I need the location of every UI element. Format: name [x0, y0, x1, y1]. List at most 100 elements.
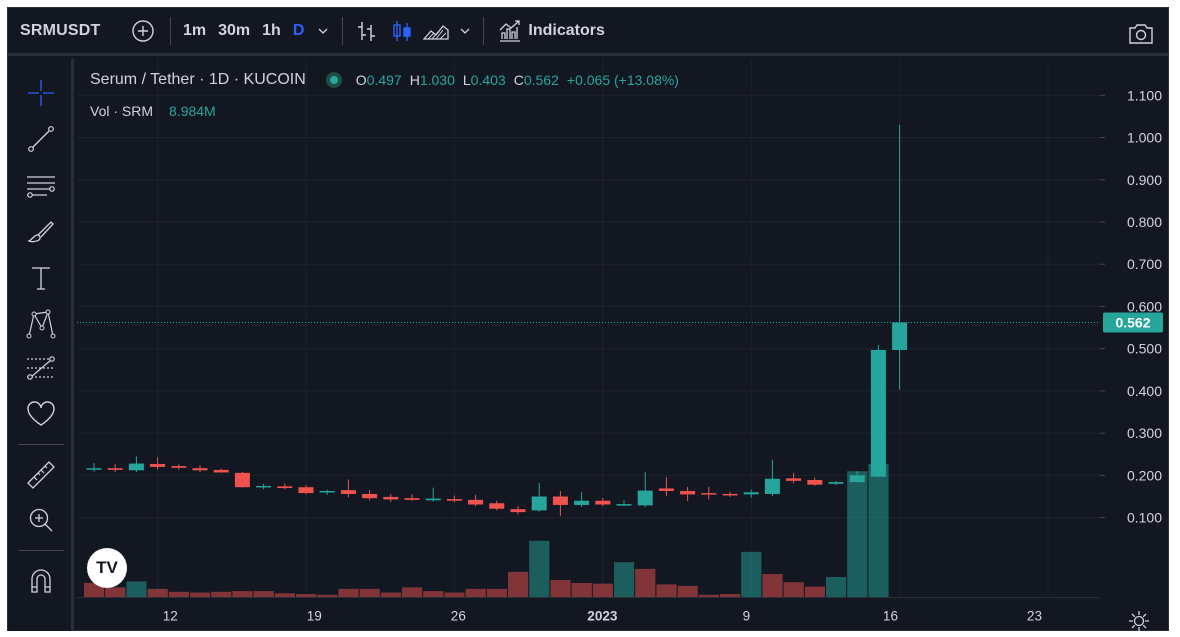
- timeframe-dropdown-button[interactable]: [310, 15, 336, 47]
- last-price-label: 0.562: [1115, 315, 1150, 331]
- candle: [340, 479, 356, 498]
- symbol-search-button[interactable]: SRMUSDT: [20, 21, 101, 39]
- candle: [213, 468, 229, 473]
- pattern-tool-button[interactable]: [21, 306, 61, 342]
- candle-body: [107, 468, 123, 470]
- area-chart-type-button[interactable]: [419, 15, 453, 47]
- chart-type-dropdown-button[interactable]: [453, 15, 477, 47]
- candle-body: [319, 491, 335, 493]
- sun-gear-icon: [1129, 611, 1149, 631]
- candle: [192, 465, 208, 473]
- candle: [234, 472, 250, 488]
- candle-body: [828, 482, 844, 484]
- volume-bar: [190, 592, 211, 597]
- candle-body: [722, 493, 738, 496]
- forecast-icon: [27, 356, 55, 380]
- screenshot-button[interactable]: [1126, 18, 1156, 50]
- price-axis[interactable]: 1.100 1.000 0.900 0.800 0.700 0.600 0.500 0.400…: [1100, 59, 1169, 597]
- candle-chart-type-button[interactable]: [385, 15, 419, 47]
- toolbar-divider: [483, 16, 485, 45]
- chart-settings-button[interactable]: [1128, 610, 1150, 637]
- candle: [786, 472, 802, 484]
- candle-body: [531, 496, 547, 511]
- volume-bar: [317, 594, 338, 597]
- time-axis[interactable]: 12 19 26 2023 9 16 23: [77, 597, 1100, 631]
- volume-bar: [635, 568, 656, 597]
- candle-body: [743, 492, 759, 495]
- volume-bar: [847, 471, 868, 597]
- compare-add-symbol-button[interactable]: [126, 15, 160, 47]
- candle-body: [892, 322, 908, 350]
- volume-label[interactable]: Vol · SRM: [90, 103, 154, 119]
- volume-bar: [380, 592, 401, 597]
- candle: [425, 487, 441, 502]
- candle: [701, 486, 717, 500]
- volume-bar: [232, 591, 253, 597]
- timeframe-1m-button[interactable]: 1m: [183, 21, 207, 39]
- price-tick-label: 0.200: [1127, 467, 1162, 483]
- ohlc-values: O 0.497 H 1.030 L 0.403 C 0.562 +0.065 (+13.…: [356, 72, 679, 88]
- timeframe-d-button[interactable]: D: [292, 21, 305, 39]
- ruler-icon: [27, 461, 55, 489]
- candle: [680, 486, 696, 502]
- candle: [150, 457, 166, 470]
- volume-bar: [253, 591, 274, 597]
- drawing-toolbar: [8, 59, 74, 631]
- plus-circle-icon: [132, 19, 154, 42]
- candle: [616, 500, 632, 507]
- magnet-mode-button[interactable]: [21, 563, 61, 599]
- candle-body: [870, 349, 886, 477]
- timeframe-1h-button[interactable]: 1h: [262, 21, 281, 39]
- price-chart[interactable]: [77, 59, 1100, 597]
- brush-tool-button[interactable]: [21, 213, 61, 249]
- candle: [849, 471, 865, 483]
- crosshair-tool-button[interactable]: [21, 75, 61, 111]
- fib-retracement-tool-button[interactable]: [21, 168, 61, 204]
- candle-body: [510, 509, 526, 513]
- candle: [870, 344, 886, 478]
- text-icon: [32, 267, 50, 290]
- time-tick-label: 26: [451, 608, 466, 623]
- candle: [383, 493, 399, 502]
- close-label: C: [513, 72, 524, 88]
- time-tick-label: 12: [163, 608, 178, 623]
- icons-tool-button[interactable]: [21, 396, 61, 432]
- change-value: +0.065 (+13.08%): [566, 72, 679, 88]
- price-tick-label: 0.100: [1127, 510, 1162, 526]
- volume-bar: [338, 588, 359, 597]
- magnet-icon: [31, 569, 51, 593]
- timeframe-30m-button[interactable]: 30m: [218, 21, 251, 39]
- price-tick-label: 0.600: [1127, 298, 1162, 314]
- candle-body: [849, 475, 865, 483]
- text-tool-button[interactable]: [21, 260, 61, 296]
- candle-body: [595, 500, 611, 505]
- symbol-title[interactable]: Serum / Tether · 1D · KUCOIN: [90, 71, 306, 88]
- trend-line-tool-button[interactable]: [21, 121, 61, 157]
- toolbar-divider: [342, 16, 344, 45]
- tradingview-logo[interactable]: TV: [87, 548, 127, 588]
- forecast-tool-button[interactable]: [21, 351, 61, 387]
- volume-bar: [274, 593, 295, 597]
- toolbar-divider: [18, 550, 64, 551]
- bar-chart-type-button[interactable]: [349, 15, 385, 47]
- crosshair-icon: [28, 80, 54, 106]
- volume-bar: [444, 592, 465, 597]
- candle: [107, 463, 123, 473]
- zoom-in-tool-button[interactable]: [21, 502, 61, 538]
- camera-icon: [1129, 24, 1153, 44]
- candle-body: [425, 498, 441, 501]
- measure-tool-button[interactable]: [21, 457, 61, 493]
- area-chart-icon: [423, 24, 450, 40]
- candle-body: [171, 466, 187, 468]
- volume-bar: [126, 581, 147, 597]
- candle-body: [340, 490, 356, 494]
- candle: [171, 464, 187, 470]
- volume-bar: [762, 574, 783, 597]
- candle-body: [807, 480, 823, 485]
- volume-bar: [168, 591, 189, 597]
- toolbar-divider: [170, 16, 171, 45]
- price-tick-label: 1.100: [1127, 87, 1162, 103]
- indicators-button[interactable]: Indicators: [490, 15, 612, 47]
- candle-body: [468, 499, 484, 505]
- candle: [319, 489, 335, 495]
